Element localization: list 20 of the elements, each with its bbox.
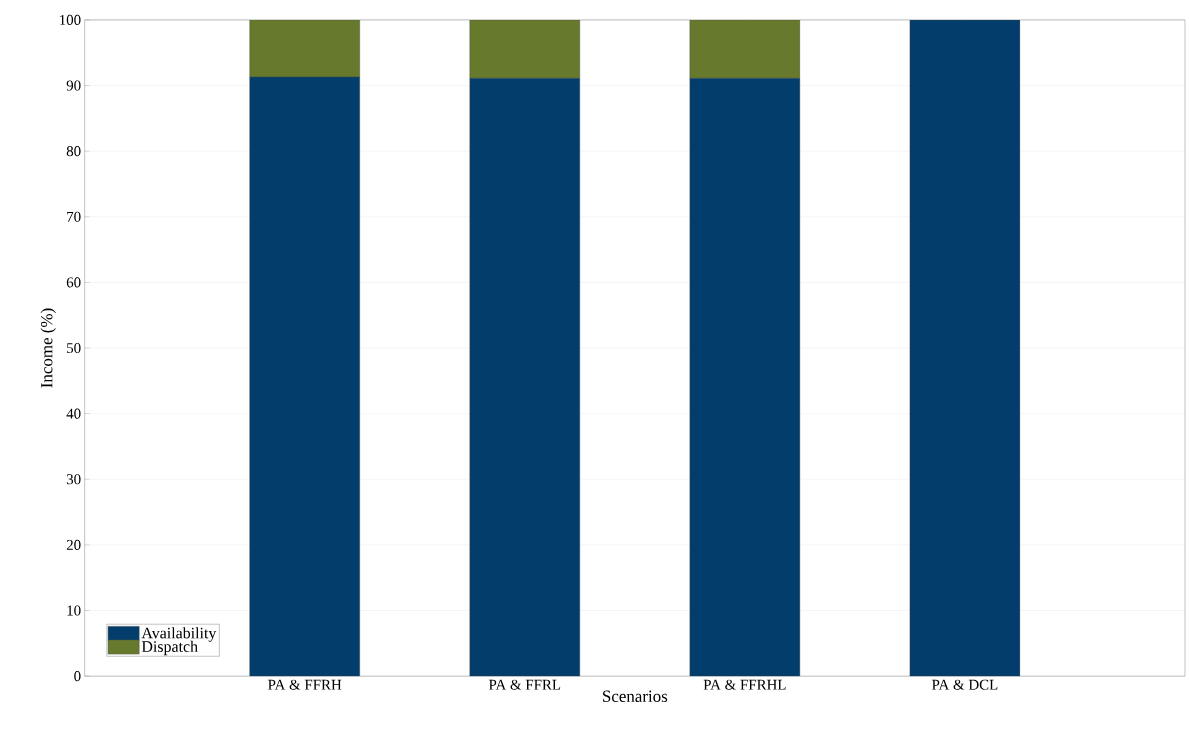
y-tick-label: 0 (74, 671, 81, 682)
x-axis-title: Scenarios (603, 690, 668, 703)
y-tick-label: 50 (67, 343, 81, 354)
y-tick-label: 80 (66, 146, 81, 157)
y-tick-label: 20 (66, 539, 81, 550)
y-tick-label: 70 (67, 211, 81, 222)
x-tick-label: PA & DCL (932, 679, 998, 690)
y-tick-label: 30 (66, 474, 81, 485)
legend-label: Dispatch (141, 640, 198, 656)
y-tick-label: 40 (66, 408, 81, 419)
x-tick-label: PA & FFRH (268, 679, 342, 690)
legend-label: Availability (141, 627, 217, 642)
bar (909, 19, 1021, 677)
x-tick-label: PA & FFRL (488, 679, 561, 690)
y-axis-title: Income (%) (40, 308, 56, 388)
y-tick-label: 10 (67, 605, 81, 616)
x-tick-label: PA & FFRHL (703, 679, 786, 690)
y-tick-label: 60 (66, 277, 81, 288)
y-tick-label: 90 (66, 80, 81, 91)
y-tick-label: 100 (60, 14, 81, 25)
